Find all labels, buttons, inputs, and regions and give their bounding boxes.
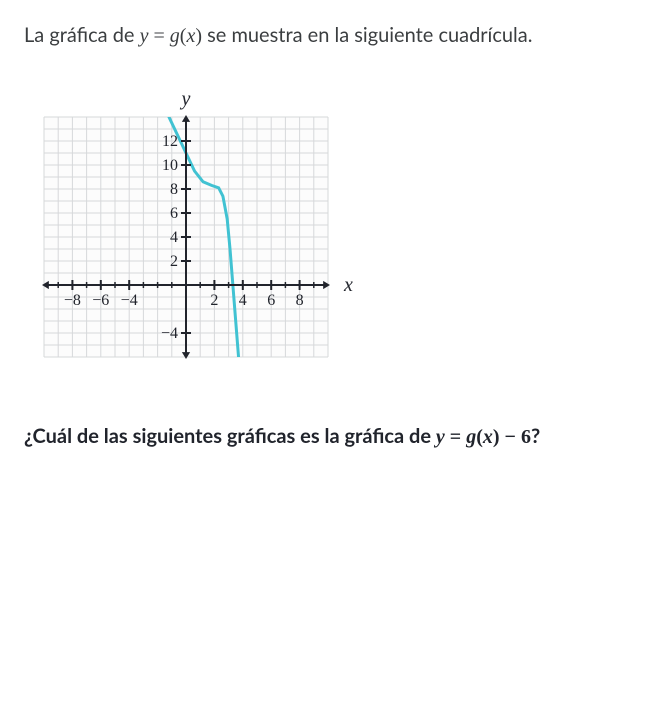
svg-text:x: x [343,274,353,296]
svg-text:10: 10 [162,157,178,174]
question-prefix: ¿Cuál de las siguientes gráficas es la g… [24,424,436,448]
svg-text:2: 2 [170,253,178,270]
intro-equation: y = g(x) [140,25,202,47]
svg-text:6: 6 [170,205,178,222]
svg-text:8: 8 [296,292,304,309]
svg-text:8: 8 [170,181,178,198]
svg-text:−6: −6 [92,292,109,309]
intro-text: La gráfica de y = g(x) se muestra en la … [24,20,648,51]
svg-text:6: 6 [267,292,275,309]
svg-text:−4: −4 [121,292,138,309]
svg-text:y: y [180,88,191,110]
svg-text:−4: −4 [161,325,178,342]
question-suffix: ? [531,424,540,448]
question-text: ¿Cuál de las siguientes gráficas es la g… [24,421,648,452]
intro-prefix: La gráfica de [24,23,140,47]
function-chart: −8 −6 −4 2 4 6 8 2 4 6 8 10 12 −4 y x [24,87,364,377]
question-equation: y = g(x) − 6 [436,426,531,448]
svg-text:4: 4 [170,229,178,246]
intro-suffix: se muestra en la siguiente cuadrícula. [202,23,532,47]
svg-text:4: 4 [239,292,247,309]
svg-text:2: 2 [210,292,218,309]
svg-text:12: 12 [162,133,178,150]
chart-container: −8 −6 −4 2 4 6 8 2 4 6 8 10 12 −4 y x [24,87,648,381]
svg-text:−8: −8 [64,292,81,309]
